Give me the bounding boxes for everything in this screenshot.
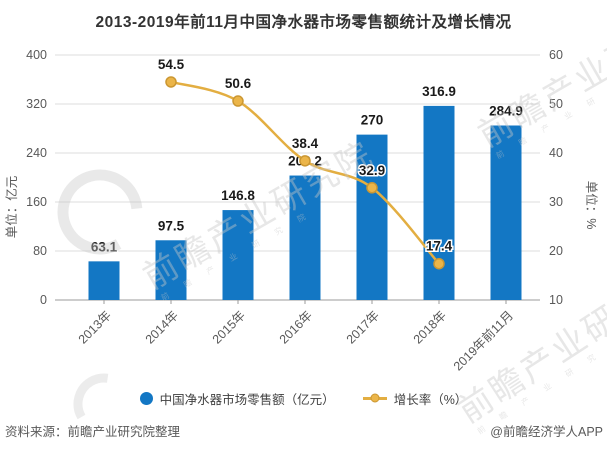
x-axis-label: 2014年 (143, 308, 181, 346)
y-axis-tick-left: 320 (26, 97, 47, 111)
bar-value-label: 63.1 (91, 239, 118, 254)
growth-value-label: 17.4 (426, 239, 453, 254)
left-axis-title: 单位：亿元 (4, 176, 19, 239)
growth-value-label: 32.9 (359, 163, 385, 178)
growth-point (165, 76, 177, 88)
watermark-text: 前瞻产业研究院 (137, 135, 380, 297)
y-axis-tick-left: 0 (40, 293, 47, 307)
legend-item-growth: 增长率（%） (362, 389, 468, 408)
growth-point (366, 182, 378, 194)
bar (423, 105, 455, 301)
bar (88, 261, 120, 300)
y-axis-tick-left: 240 (26, 146, 47, 160)
x-axis-label: 2018年 (411, 308, 449, 346)
bar (289, 175, 321, 300)
legend-item-retail: 中国净水器市场零售额（亿元） (139, 389, 335, 408)
legend: 中国净水器市场零售额（亿元） 增长率（%） (0, 388, 607, 408)
line-series-dot-icon (370, 393, 380, 403)
bar (490, 125, 522, 300)
source-note: 资料来源：前瞻产业研究院整理 (5, 425, 181, 439)
x-axis-label: 2016年 (277, 308, 315, 346)
growth-value-label: 38.4 (292, 136, 319, 151)
growth-point (232, 95, 244, 107)
chart-title: 2013-2019年前11月中国净水器市场零售额统计及增长情况 (95, 14, 512, 31)
bar-value-label: 270 (361, 113, 384, 128)
right-axis-title: 单位：% (584, 181, 599, 230)
bar-series-swatch-icon (139, 391, 153, 405)
y-axis-tick-right: 10 (549, 293, 563, 307)
bar-value-label: 146.8 (221, 188, 255, 203)
growth-point (299, 155, 311, 167)
bar (155, 240, 187, 300)
x-axis-label: 2017年 (344, 308, 382, 346)
bar (222, 210, 254, 300)
x-axis-label: 2015年 (210, 308, 248, 346)
y-axis-tick-left: 80 (33, 244, 47, 258)
y-axis-tick-left: 400 (26, 48, 47, 62)
y-axis-tick-left: 160 (26, 195, 47, 209)
bar-series-label: 中国净水器市场零售额（亿元） (159, 392, 335, 407)
growth-value-label: 50.6 (225, 76, 252, 91)
bar-value-label: 97.5 (158, 218, 185, 233)
growth-point (433, 257, 445, 270)
y-axis-tick-right: 30 (549, 195, 563, 209)
line-series-label: 增长率（%） (393, 392, 468, 407)
x-axis-label: 2013年 (76, 308, 114, 346)
watermark-logo-icon (73, 373, 135, 435)
y-axis-tick-right: 40 (549, 146, 563, 160)
watermark-logo-icon (57, 169, 143, 255)
bar-value-label: 284.9 (489, 103, 523, 118)
line-series-swatch-icon (362, 393, 387, 403)
growth-value-label: 54.5 (158, 57, 185, 72)
bar (356, 134, 388, 300)
y-axis-tick-right: 60 (549, 48, 563, 62)
bar-value-label: 316.9 (422, 84, 456, 99)
y-axis-tick-right: 20 (549, 244, 563, 258)
y-axis-tick-right: 50 (549, 97, 563, 111)
brand-note: @前瞻经济学人APP (490, 425, 603, 439)
